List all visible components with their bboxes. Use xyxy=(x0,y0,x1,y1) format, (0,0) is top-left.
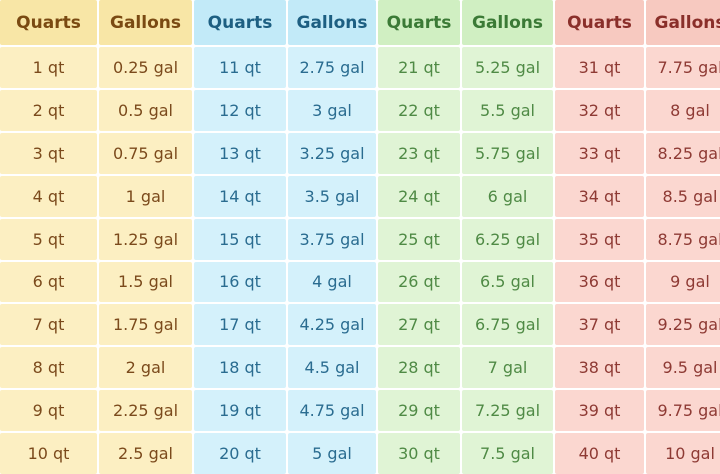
table-cell: 2.75 gal xyxy=(288,47,376,88)
table-cell: 1.75 gal xyxy=(99,304,192,346)
table-cell: 2 qt xyxy=(0,89,97,131)
table-cell: 7 qt xyxy=(0,304,97,346)
column-header: Quarts xyxy=(378,0,460,45)
table-cell: 6 qt xyxy=(0,261,97,303)
table-cell: 4 gal xyxy=(288,261,376,303)
table-cell: 7.75 gal xyxy=(646,47,720,88)
table-cell: 26 qt xyxy=(378,261,460,303)
table-cell: 0.75 gal xyxy=(99,132,192,174)
table-cell: 29 qt xyxy=(378,390,460,432)
table-cell: 34 qt xyxy=(555,175,644,217)
table-cell: 0.25 gal xyxy=(99,47,192,88)
table-cell: 17 qt xyxy=(194,304,286,346)
table-cell: 19 qt xyxy=(194,390,286,432)
table-cell: 3 gal xyxy=(288,89,376,131)
table-cell: 20 qt xyxy=(194,433,286,474)
table-cell: 25 qt xyxy=(378,218,460,260)
table-cell: 4.75 gal xyxy=(288,390,376,432)
column-header: Gallons xyxy=(99,0,192,45)
table-cell: 2.25 gal xyxy=(99,390,192,432)
table-cell: 3 qt xyxy=(0,132,97,174)
table-cell: 9.75 gal xyxy=(646,390,720,432)
table-cell: 30 qt xyxy=(378,433,460,474)
column-header: Gallons xyxy=(646,0,720,45)
table-cell: 12 qt xyxy=(194,89,286,131)
table-cell: 8.25 gal xyxy=(646,132,720,174)
table-cell: 7.25 gal xyxy=(462,390,553,432)
table-cell: 24 qt xyxy=(378,175,460,217)
table-cell: 6.75 gal xyxy=(462,304,553,346)
table-cell: 5.5 gal xyxy=(462,89,553,131)
column-header: Quarts xyxy=(0,0,97,45)
table-cell: 3.5 gal xyxy=(288,175,376,217)
table-cell: 40 qt xyxy=(555,433,644,474)
table-cell: 27 qt xyxy=(378,304,460,346)
table-cell: 3.75 gal xyxy=(288,218,376,260)
table-cell: 35 qt xyxy=(555,218,644,260)
table-cell: 2 gal xyxy=(99,347,192,389)
table-cell: 1 gal xyxy=(99,175,192,217)
table-cell: 23 qt xyxy=(378,132,460,174)
table-cell: 4.5 gal xyxy=(288,347,376,389)
table-cell: 10 gal xyxy=(646,433,720,474)
table-cell: 38 qt xyxy=(555,347,644,389)
table-cell: 11 qt xyxy=(194,47,286,88)
table-cell: 1.25 gal xyxy=(99,218,192,260)
table-cell: 6.5 gal xyxy=(462,261,553,303)
table-cell: 6.25 gal xyxy=(462,218,553,260)
table-cell: 33 qt xyxy=(555,132,644,174)
table-cell: 2.5 gal xyxy=(99,433,192,474)
column-header: Quarts xyxy=(194,0,286,45)
table-cell: 1.5 gal xyxy=(99,261,192,303)
table-cell: 8.5 gal xyxy=(646,175,720,217)
table-cell: 22 qt xyxy=(378,89,460,131)
table-cell: 21 qt xyxy=(378,47,460,88)
table-cell: 5.25 gal xyxy=(462,47,553,88)
table-cell: 18 qt xyxy=(194,347,286,389)
table-cell: 5.75 gal xyxy=(462,132,553,174)
table-cell: 37 qt xyxy=(555,304,644,346)
table-cell: 8 gal xyxy=(646,89,720,131)
table-cell: 31 qt xyxy=(555,47,644,88)
column-header: Gallons xyxy=(462,0,553,45)
table-cell: 13 qt xyxy=(194,132,286,174)
table-cell: 4.25 gal xyxy=(288,304,376,346)
column-header: Gallons xyxy=(288,0,376,45)
table-cell: 39 qt xyxy=(555,390,644,432)
table-cell: 1 qt xyxy=(0,47,97,88)
table-cell: 10 qt xyxy=(0,433,97,474)
table-cell: 8.75 gal xyxy=(646,218,720,260)
table-cell: 8 qt xyxy=(0,347,97,389)
table-cell: 3.25 gal xyxy=(288,132,376,174)
table-cell: 16 qt xyxy=(194,261,286,303)
table-cell: 32 qt xyxy=(555,89,644,131)
table-cell: 9.5 gal xyxy=(646,347,720,389)
table-cell: 9.25 gal xyxy=(646,304,720,346)
table-cell: 15 qt xyxy=(194,218,286,260)
table-cell: 36 qt xyxy=(555,261,644,303)
table-cell: 5 qt xyxy=(0,218,97,260)
table-cell: 4 qt xyxy=(0,175,97,217)
table-cell: 28 qt xyxy=(378,347,460,389)
table-cell: 7.5 gal xyxy=(462,433,553,474)
table-cell: 5 gal xyxy=(288,433,376,474)
column-header: Quarts xyxy=(555,0,644,45)
table-cell: 7 gal xyxy=(462,347,553,389)
table-cell: 14 qt xyxy=(194,175,286,217)
table-cell: 9 gal xyxy=(646,261,720,303)
table-cell: 6 gal xyxy=(462,175,553,217)
table-cell: 9 qt xyxy=(0,390,97,432)
table-cell: 0.5 gal xyxy=(99,89,192,131)
